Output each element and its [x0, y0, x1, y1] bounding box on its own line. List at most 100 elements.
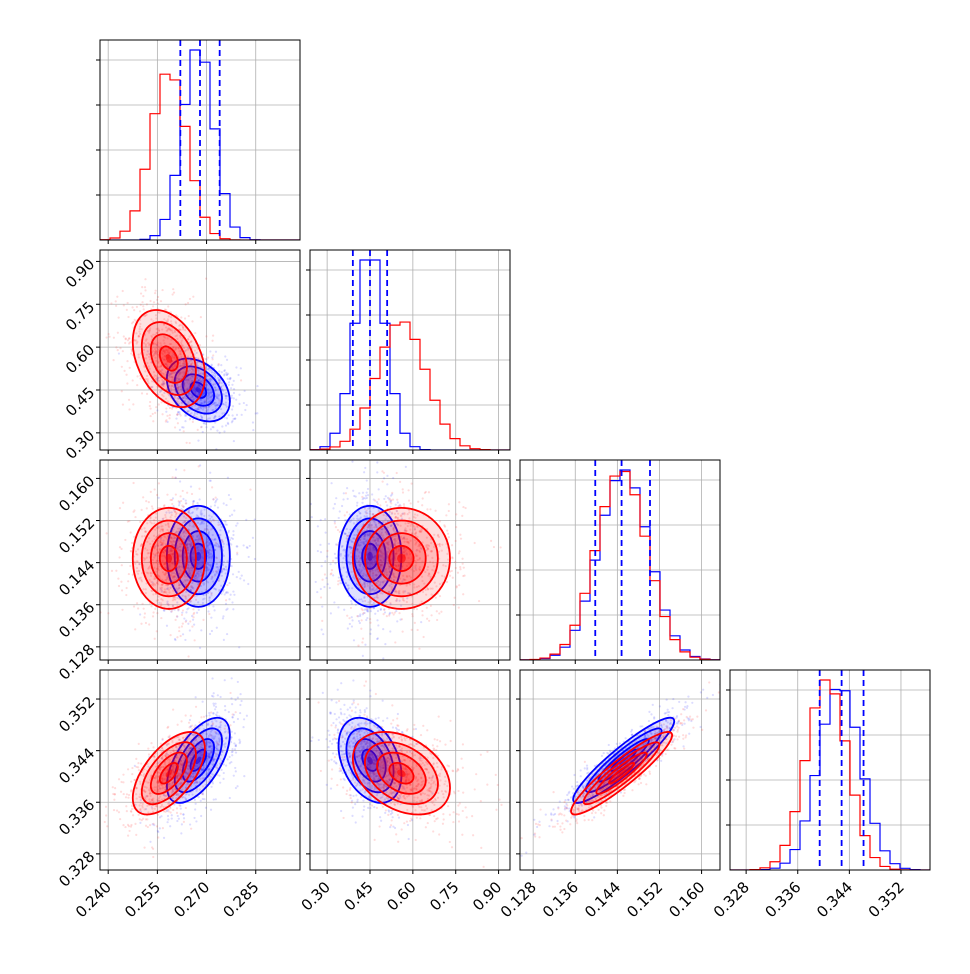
- sample-point: [153, 611, 155, 613]
- sample-point: [190, 486, 192, 488]
- sample-point: [435, 597, 437, 599]
- sample-point: [184, 317, 186, 319]
- sample-point: [233, 388, 235, 390]
- sample-point: [182, 506, 184, 508]
- sample-point: [126, 382, 128, 384]
- sample-point: [339, 579, 341, 581]
- sample-point: [396, 620, 398, 622]
- sample-point: [118, 352, 120, 354]
- sample-point: [195, 696, 197, 698]
- sample-point: [378, 498, 380, 500]
- sample-point: [208, 712, 210, 714]
- sample-point: [165, 407, 167, 409]
- sample-point: [150, 491, 152, 493]
- sample-point: [254, 519, 256, 521]
- sample-point: [128, 342, 130, 344]
- sample-point: [361, 496, 363, 498]
- sample-point: [182, 609, 184, 611]
- sample-point: [241, 575, 243, 577]
- sample-point: [225, 609, 227, 611]
- sample-point: [223, 520, 225, 522]
- sample-point: [446, 530, 448, 532]
- sample-point: [141, 301, 143, 303]
- sample-point: [226, 633, 228, 635]
- sample-point: [193, 612, 195, 614]
- sample-point: [136, 375, 138, 377]
- sample-point: [117, 332, 119, 334]
- sample-point: [215, 351, 217, 353]
- sample-point: [383, 477, 385, 479]
- sample-point: [336, 544, 338, 546]
- sample-point: [118, 556, 120, 558]
- sample-point: [153, 488, 155, 490]
- sample-point: [182, 623, 184, 625]
- sample-point: [187, 302, 189, 304]
- sample-point: [208, 613, 210, 615]
- sample-point: [176, 636, 178, 638]
- sample-point: [343, 609, 345, 611]
- sample-point: [176, 615, 178, 617]
- sample-point: [128, 573, 130, 575]
- sample-point: [189, 629, 191, 631]
- sample-point: [125, 337, 127, 339]
- sample-point: [414, 622, 416, 624]
- sample-point: [446, 581, 448, 583]
- sample-point: [226, 374, 228, 376]
- sample-point: [117, 349, 119, 351]
- sample-point: [444, 525, 446, 527]
- sample-point: [453, 604, 455, 606]
- sample-point: [142, 305, 144, 307]
- sample-point: [207, 356, 209, 358]
- sample-point: [212, 703, 214, 705]
- sample-point: [171, 814, 173, 816]
- sample-point: [185, 500, 187, 502]
- sample-point: [411, 483, 413, 485]
- sample-point: [149, 401, 151, 403]
- sample-point: [365, 495, 367, 497]
- sample-point: [353, 639, 355, 641]
- sample-point: [386, 475, 388, 477]
- sample-point: [176, 413, 178, 415]
- sample-point: [212, 695, 214, 697]
- sample-point: [208, 714, 210, 716]
- sample-point: [167, 455, 169, 457]
- sample-point: [149, 300, 151, 302]
- sample-point: [462, 563, 464, 565]
- sample-point: [148, 501, 150, 503]
- sample-point: [237, 374, 239, 376]
- sample-point: [228, 384, 230, 386]
- sample-point: [439, 520, 441, 522]
- sample-point: [105, 336, 107, 338]
- histogram-step-blue: [310, 260, 510, 450]
- sample-point: [183, 817, 185, 819]
- scatter-layer: [95, 464, 256, 657]
- sample-point: [232, 608, 234, 610]
- sample-point: [127, 339, 129, 341]
- sample-point: [383, 498, 385, 500]
- sample-point: [194, 639, 196, 641]
- sample-point: [248, 556, 250, 558]
- sample-point: [171, 610, 173, 612]
- axes-frame: [520, 460, 720, 660]
- sample-point: [376, 619, 378, 621]
- sample-point: [183, 430, 185, 432]
- sample-point: [174, 477, 176, 479]
- scatter-layer: [291, 460, 502, 668]
- sample-point: [367, 488, 369, 490]
- sample-point: [213, 692, 215, 694]
- sample-point: [232, 530, 234, 532]
- sample-point: [141, 509, 143, 511]
- sample-point: [256, 385, 258, 387]
- sample-point: [192, 501, 194, 503]
- sample-point: [119, 507, 121, 509]
- sample-point: [132, 482, 134, 484]
- sample-point: [395, 504, 397, 506]
- sample-point: [238, 394, 240, 396]
- sample-point: [351, 619, 353, 621]
- sample-point: [361, 502, 363, 504]
- sample-point: [200, 815, 202, 817]
- sample-point: [231, 395, 233, 397]
- sample-point: [247, 583, 249, 585]
- sample-point: [417, 629, 419, 631]
